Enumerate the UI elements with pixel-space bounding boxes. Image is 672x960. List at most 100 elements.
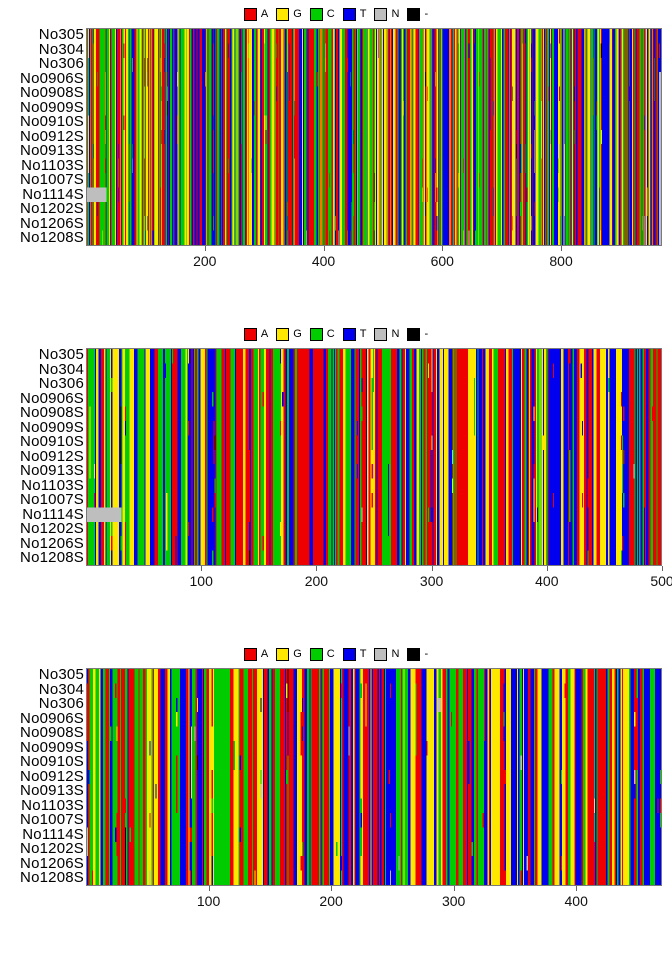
legend-item-label: N (391, 328, 400, 340)
legend-color-swatch-A (243, 648, 257, 661)
legend-color-swatch-G (276, 648, 290, 661)
plot-row: No305 No304 No306 No0906S No0908S No0909S No09… (0, 347, 672, 567)
legend-item-N: N (374, 8, 399, 21)
row-labels: No305 No304 No306 No0906S No0908S No0909S No09… (0, 667, 86, 887)
row-label: No0912S (20, 767, 84, 785)
legend-item-label: G (293, 648, 302, 660)
alignment-plot (86, 28, 662, 246)
legend-color-swatch-C (309, 328, 323, 341)
legend-color-swatch-N (374, 328, 388, 341)
legend-item-C: C (309, 648, 335, 661)
row-label: No1208S (20, 869, 84, 887)
legend-item-label: T (359, 648, 367, 660)
legend-item-G: G (276, 328, 302, 341)
legend-item-A: A (243, 648, 269, 661)
row-labels: No305 No304 No306 No0906S No0908S No0909S No09… (0, 26, 86, 247)
row-label: No1208S (20, 549, 84, 567)
axis-tick (201, 566, 203, 571)
axis-tick (662, 566, 663, 571)
row-label: No1007S (20, 811, 84, 829)
axis-tick-label: 200 (193, 253, 217, 269)
legend-color-swatch-C (309, 8, 323, 21)
legend-color-swatch-- (407, 328, 421, 341)
row-label: No0913S (20, 782, 84, 800)
row-label: No305 (38, 26, 84, 43)
legend-item-C: C (309, 328, 335, 341)
row-label: No1202S (20, 520, 84, 538)
row-label: No0908S (20, 404, 84, 422)
row-label: No0910S (20, 433, 84, 451)
legend-item-label: T (359, 328, 367, 340)
row-label: No0913S (20, 142, 84, 160)
axis-tick (576, 886, 578, 891)
legend-item-T: T (342, 648, 367, 661)
legend-color-swatch-G (276, 328, 290, 341)
legend-item-label: A (260, 8, 269, 20)
axis-tick (442, 246, 444, 251)
axis-tick-label: 400 (311, 253, 336, 269)
axis-tick-label: 100 (189, 573, 213, 589)
row-label: No0910S (20, 113, 84, 131)
axis-tick-label: 600 (430, 253, 454, 269)
row-label: No0909S (20, 418, 84, 436)
legend-item-label: N (391, 648, 400, 660)
x-axis: 100 200 300 400 500 (86, 566, 672, 596)
alignment-plot (86, 348, 662, 566)
row-label: No0910S (20, 753, 84, 771)
legend-color-swatch-T (342, 648, 356, 661)
axis-tick-label: 500 (650, 573, 672, 589)
axis-tick (323, 246, 325, 251)
legend-item-N: N (374, 648, 399, 661)
legend-item-label: - (424, 8, 429, 20)
row-label: No0908S (20, 724, 84, 742)
axis-tick-label: 200 (319, 893, 343, 909)
axis-tick-label: 800 (549, 253, 573, 269)
axis-tick (546, 566, 548, 571)
row-label: No304 (38, 680, 84, 698)
row-label: No0906S (20, 389, 84, 407)
row-label: No1007S (20, 171, 84, 189)
axis-tick (561, 246, 563, 251)
row-label: No1206S (20, 854, 84, 872)
legend-item-label: G (293, 8, 302, 20)
row-label: No1208S (20, 229, 84, 247)
row-label: No1202S (20, 200, 84, 218)
legend-color-swatch-T (342, 8, 356, 21)
row-label: No0906S (20, 69, 84, 87)
axis-tick-label: 100 (196, 893, 221, 909)
legend-item-label: A (260, 648, 269, 660)
row-label: No1103S (21, 796, 84, 814)
legend-color-swatch-A (243, 328, 257, 341)
row-label: No304 (38, 360, 84, 378)
legend-item-label: A (260, 328, 269, 340)
row-label: No0909S (20, 738, 84, 756)
axis-tick (208, 886, 210, 891)
legend-item-G: G (276, 648, 302, 661)
alignment-grid (87, 669, 661, 885)
row-labels: No305 No304 No306 No0906S No0908S No0909S No09… (0, 347, 86, 567)
row-label: No0909S (20, 98, 84, 116)
x-axis: 200 400 600 800 (86, 246, 662, 276)
legend-item-C: C (309, 8, 335, 21)
row-label: No1206S (20, 214, 84, 232)
plot-row: No305 No304 No306 No0906S No0908S No0909S No09… (0, 667, 672, 887)
axis-tick-label: 200 (304, 573, 329, 589)
legend-item-T: T (342, 8, 366, 21)
legend-color-swatch-C (309, 648, 323, 661)
legend-color-swatch-- (407, 648, 421, 661)
legend-item-label: N (391, 8, 400, 20)
row-label: No306 (38, 695, 84, 713)
legend-item-label: C (326, 328, 335, 340)
row-label: No1114S (22, 185, 84, 203)
alignment-grid (87, 349, 661, 565)
legend-color-swatch-A (243, 8, 257, 21)
row-label: No0906S (20, 709, 84, 727)
row-label: No0912S (20, 447, 84, 465)
row-label: No304 (38, 40, 84, 58)
legend-color-swatch-T (342, 328, 356, 341)
legend-item-A: A (243, 328, 269, 341)
axis-tick (316, 566, 318, 571)
